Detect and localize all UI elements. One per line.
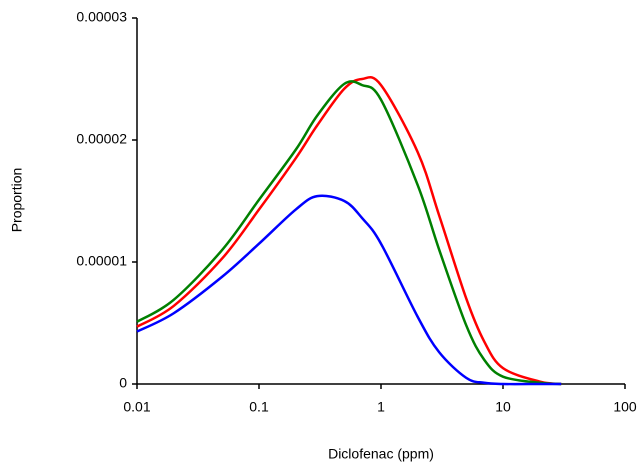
y-tick-label: 0.00002	[76, 131, 127, 147]
x-tick-label: 0.01	[123, 399, 150, 415]
x-tick-label: 100	[613, 399, 637, 415]
y-tick-label: 0.00001	[76, 253, 127, 269]
x-tick-label: 10	[495, 399, 511, 415]
x-axis-label: Diclofenac (ppm)	[328, 446, 434, 462]
x-tick-label: 1	[377, 399, 385, 415]
series-line	[136, 80, 562, 386]
y-axis-label: Proportion	[9, 168, 25, 233]
y-tick-label: 0.00003	[76, 9, 127, 25]
series-line	[136, 194, 562, 386]
y-tick-label: 0	[119, 375, 127, 391]
series-line	[136, 76, 562, 386]
x-tick-label: 0.1	[249, 399, 269, 415]
